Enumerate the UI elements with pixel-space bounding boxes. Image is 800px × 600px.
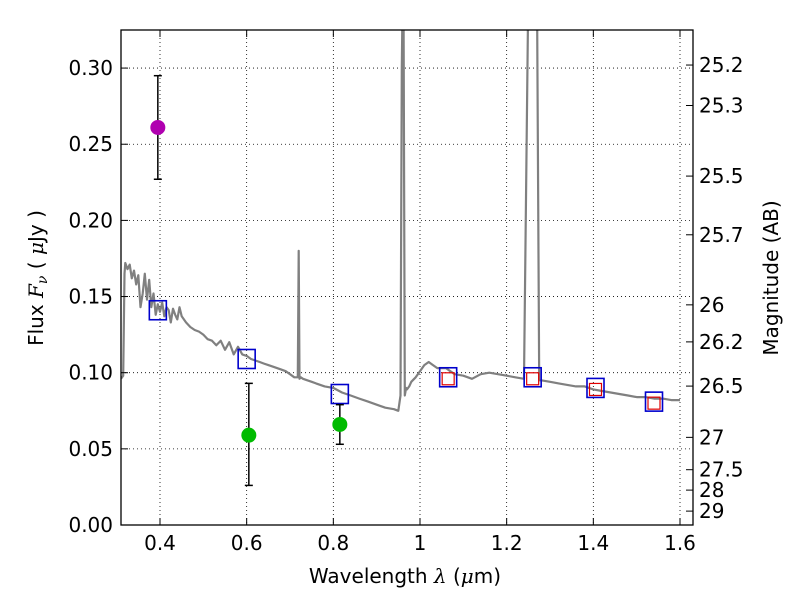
observed-square-marker	[588, 382, 603, 397]
mag-tick-label: 25.5	[699, 164, 744, 188]
y-axis-label-word: Flux	[24, 298, 48, 346]
y-tick-label: 0.30	[68, 56, 113, 80]
model-square-marker	[148, 299, 168, 321]
x-axis-label-word: Wavelength	[309, 564, 434, 588]
observed-square-marker	[441, 372, 455, 386]
x-axis-label-symbol: λ	[433, 564, 447, 588]
x-axis-label-unit: (	[447, 564, 461, 588]
right-axis-label: Magnitude (AB)	[759, 200, 783, 355]
mag-tick-label: 25.2	[699, 53, 744, 77]
plot-frame	[120, 29, 694, 526]
x-tick-label: 1.6	[664, 531, 696, 555]
model-square-marker	[523, 366, 542, 388]
y-axis-label-subscript: ν	[35, 275, 51, 284]
mag-tick-label: 27	[699, 425, 724, 449]
x-tick-label: 1	[414, 531, 427, 555]
model-square-marker	[438, 366, 458, 388]
y-tick-label: 0.15	[68, 285, 113, 309]
x-axis-label-m: m)	[474, 564, 501, 588]
plot-content	[121, 30, 680, 487]
model-square-marker	[237, 348, 256, 370]
x-axis-label-mu: μ	[461, 564, 474, 588]
model-square-marker	[586, 377, 605, 399]
y-axis-label-unit-close: Jy )	[24, 210, 48, 244]
x-tick-label: 1.4	[577, 531, 609, 555]
green-point-marker	[241, 427, 257, 443]
y-tick-label: 0.10	[68, 361, 113, 385]
mag-tick-label: 29	[699, 499, 724, 523]
green-point-marker	[332, 416, 348, 432]
model-square-marker	[644, 391, 664, 412]
y-axis-label-symbol: F	[24, 283, 48, 299]
model-square-marker	[330, 383, 350, 405]
y-axis-label-mu: μ	[24, 242, 48, 255]
x-tick-label: 1.2	[491, 531, 523, 555]
y-tick-label: 0.25	[68, 132, 113, 156]
x-tick-label: 0.6	[231, 531, 263, 555]
mag-tick-label: 26.2	[699, 330, 744, 354]
magenta-point-marker	[150, 119, 166, 135]
y-tick-label: 0.20	[68, 208, 113, 232]
mag-tick-label: 25.3	[699, 94, 744, 118]
mag-tick-label: 28	[699, 478, 724, 502]
y-tick-label: 0.00	[68, 513, 113, 537]
observed-square-marker	[647, 396, 661, 410]
mag-tick-label: 25.7	[699, 223, 744, 247]
observed-square-marker	[526, 372, 540, 386]
x-axis-label: Wavelength λ (μm)	[309, 564, 501, 588]
y-tick-label: 0.05	[68, 437, 113, 461]
y-axis-label: Flux Fν ( μJy )	[24, 210, 51, 346]
mag-tick-label: 26	[699, 293, 724, 317]
sed-model-line	[121, 30, 680, 412]
x-tick-label: 0.8	[317, 531, 349, 555]
x-tick-label: 0.4	[144, 531, 176, 555]
grid-lines	[121, 30, 693, 526]
axes: 0.4 0.6 0.8 1 1.2 1.4 1.6 0.00 0.05 0.10 0.15 0.20 0…	[68, 30, 744, 555]
mag-tick-label: 27.5	[699, 458, 744, 482]
y-axis-label-unit-open: (	[24, 255, 48, 276]
mag-tick-label: 26.5	[699, 374, 744, 398]
